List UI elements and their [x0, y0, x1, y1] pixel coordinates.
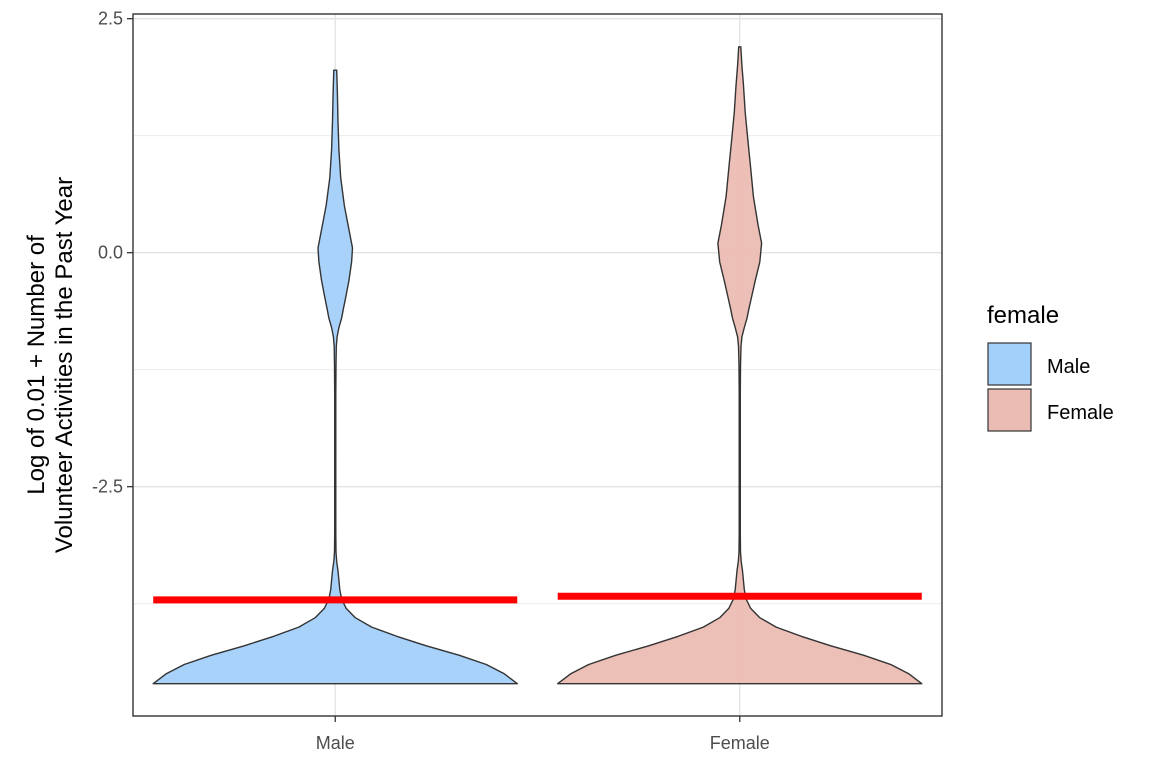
violins — [152, 46, 923, 685]
legend-key-male — [987, 342, 1032, 386]
y-tick-label-1: 0.0 — [98, 243, 123, 263]
y-tick-label-2: -2.5 — [92, 477, 123, 497]
y-axis-title-line-1: Log of 0.01 + Number of — [23, 235, 50, 495]
legend-label-male: Male — [1047, 356, 1090, 378]
legend-title: female — [987, 302, 1059, 329]
y-tick-label-0: 2.5 — [98, 9, 123, 29]
x-tick-label-1: Female — [710, 733, 770, 753]
panel-border — [132, 13, 943, 717]
x-tick-label-0: Male — [316, 733, 355, 753]
mean-lines — [153, 592, 922, 604]
violin-male — [152, 69, 518, 685]
legend-key-female — [987, 388, 1032, 432]
legend: female Male Female — [987, 302, 1114, 432]
legend-label-female: Female — [1047, 402, 1114, 424]
x-axis-ticks: Male Female — [316, 716, 770, 753]
y-axis-title-line-2: Volunteer Activities in the Past Year — [51, 177, 78, 553]
panel-background — [133, 14, 942, 716]
y-axis-ticks: 2.5 0.0 -2.5 — [92, 9, 133, 497]
violin-female — [557, 46, 923, 685]
legend-item-female: Female — [987, 388, 1114, 432]
legend-item-male: Male — [987, 342, 1090, 386]
